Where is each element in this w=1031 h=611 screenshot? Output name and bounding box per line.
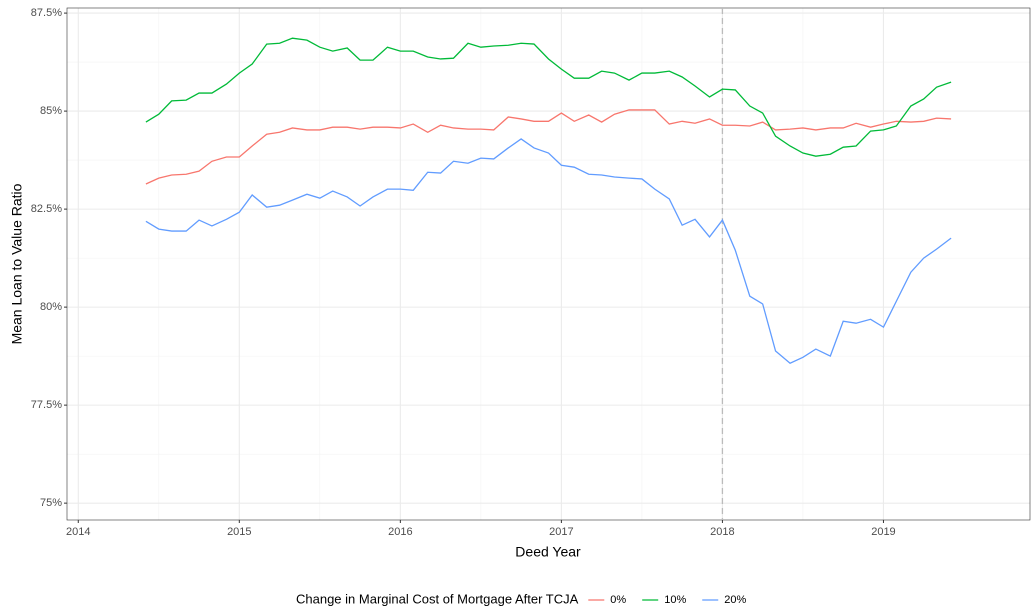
x-tick-label: 2019 [871, 526, 895, 538]
series-line [145, 138, 952, 364]
series-line [145, 109, 952, 185]
legend-label: 10% [664, 594, 686, 606]
x-axis-title: Deed Year [515, 544, 581, 560]
legend-label: 20% [724, 594, 746, 606]
y-tick-label: 77.5% [31, 399, 62, 411]
x-tick-label: 2016 [388, 526, 412, 538]
y-tick-label: 75% [40, 497, 62, 509]
x-tick-label: 2017 [549, 526, 573, 538]
x-tick-label: 2018 [710, 526, 734, 538]
y-tick-label: 85% [40, 105, 62, 117]
y-tick-label: 80% [40, 301, 62, 313]
x-tick-label: 2014 [66, 526, 90, 538]
legend: Change in Marginal Cost of Mortgage Afte… [296, 591, 746, 606]
y-axis-title: Mean Loan to Value Ratio [9, 183, 25, 344]
panel-border [66, 7, 1031, 521]
legend-label: 0% [610, 594, 626, 606]
y-tick-label: 87.5% [31, 7, 62, 19]
legend-title: Change in Marginal Cost of Mortgage Afte… [296, 591, 579, 606]
series-line [145, 37, 952, 157]
y-tick-label: 82.5% [31, 203, 62, 215]
x-tick-label: 2015 [227, 526, 251, 538]
grid [67, 8, 1030, 520]
